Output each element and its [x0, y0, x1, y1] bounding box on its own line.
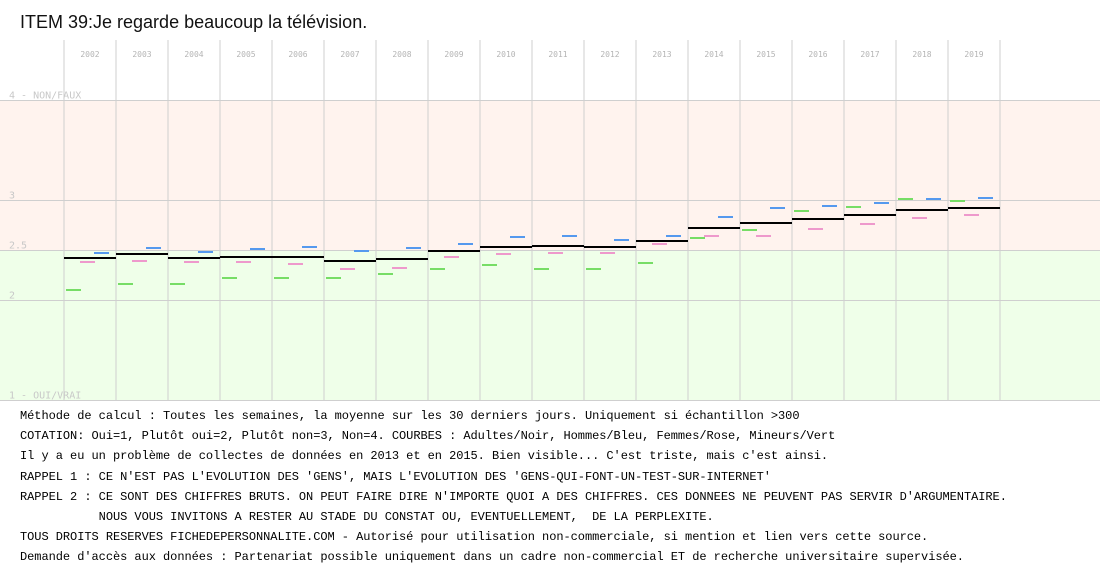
x-tick-label: 2010	[496, 50, 515, 59]
note-line: RAPPEL 2 : CE SONT DES CHIFFRES BRUTS. O…	[20, 489, 1007, 504]
x-tick-label: 2018	[912, 50, 931, 59]
x-tick-label: 2009	[444, 50, 463, 59]
x-tick-label: 2006	[288, 50, 307, 59]
x-tick-label: 2008	[392, 50, 411, 59]
x-tick-label: 2007	[340, 50, 359, 59]
x-tick-label: 2003	[132, 50, 151, 59]
x-tick-label: 2012	[600, 50, 619, 59]
chart-notes: Méthode de calcul : Toutes les semaines,…	[20, 401, 1007, 573]
x-tick-label: 2013	[652, 50, 671, 59]
note-line: TOUS DROITS RESERVES FICHEDEPERSONNALITE…	[20, 530, 929, 545]
note-line: RAPPEL 1 : CE N'EST PAS L'EVOLUTION DES …	[20, 469, 771, 484]
x-tick-label: 2016	[808, 50, 827, 59]
band-lower	[0, 250, 1100, 400]
x-tick-label: 2011	[548, 50, 567, 59]
y-tick-label: 1 - OUI/VRAI	[9, 391, 81, 402]
x-tick-label: 2017	[860, 50, 879, 59]
chart-title: ITEM 39:Je regarde beaucoup la télévisio…	[20, 12, 368, 32]
note-line: COTATION: Oui=1, Plutôt oui=2, Plutôt no…	[20, 429, 836, 444]
chart-area: 4 - NON/FAUX 3 2.5 2 1 - OUI/VRAI 2002 2003 200…	[0, 40, 1100, 402]
note-line: Il y a eu un problème de collectes de do…	[20, 449, 829, 464]
note-line: Demande d'accès aux données : Partenaria…	[20, 550, 964, 565]
y-tick-label: 3	[9, 191, 15, 202]
y-tick-label: 4 - NON/FAUX	[9, 91, 81, 102]
y-tick-label: 2.5	[9, 241, 27, 252]
x-tick-label: 2004	[184, 50, 203, 59]
x-tick-label: 2002	[80, 50, 99, 59]
x-tick-label: 2015	[756, 50, 775, 59]
note-line: NOUS VOUS INVITONS A RESTER AU STADE DU …	[20, 510, 714, 525]
y-tick-label: 2	[9, 291, 15, 302]
x-tick-label: 2005	[236, 50, 255, 59]
x-tick-label: 2019	[964, 50, 983, 59]
x-tick-label: 2014	[704, 50, 723, 59]
band-upper	[0, 100, 1100, 250]
note-line: Méthode de calcul : Toutes les semaines,…	[20, 409, 800, 424]
